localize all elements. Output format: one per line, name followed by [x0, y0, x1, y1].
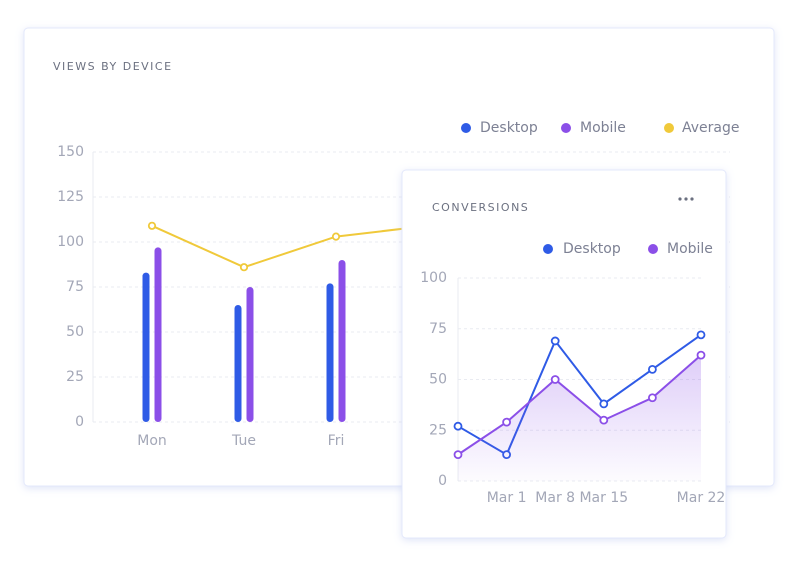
y-tick-label: 25 — [66, 369, 84, 385]
point — [696, 330, 706, 340]
legend-label: Desktop — [480, 120, 538, 136]
point — [599, 415, 609, 425]
y-tick-label: 75 — [429, 321, 447, 337]
line — [457, 354, 702, 456]
legend-dot — [461, 123, 471, 133]
point — [239, 263, 249, 272]
y-tick-label: 25 — [429, 422, 447, 438]
legend-dot — [664, 123, 674, 133]
area — [458, 355, 701, 481]
bar — [326, 283, 334, 422]
legend-label: Average — [682, 120, 740, 136]
panel-title: CONVERSIONS — [432, 201, 529, 214]
legend-dot — [543, 244, 553, 254]
x-tick-label: Tue — [231, 433, 256, 449]
x-tick-label: Mon — [137, 433, 167, 449]
bar — [154, 247, 162, 422]
line — [151, 224, 429, 269]
point — [331, 232, 341, 241]
x-tick-label: Mar 22 — [677, 490, 726, 506]
y-tick-label: 100 — [420, 270, 447, 286]
point — [696, 350, 706, 360]
y-tick-label: 150 — [57, 144, 84, 160]
point — [502, 417, 512, 427]
point — [453, 421, 463, 431]
bar — [234, 305, 242, 422]
menu-dot — [678, 197, 682, 201]
point — [648, 393, 657, 403]
legend-dot — [648, 244, 658, 254]
point — [550, 375, 560, 384]
x-tick-label: Mar 1 — [487, 490, 527, 506]
y-tick-label: 100 — [57, 234, 84, 250]
y-tick-label: 50 — [429, 372, 447, 388]
panel-title: VIEWS BY DEVICE — [53, 60, 173, 73]
legend-label: Desktop — [563, 241, 621, 257]
point — [550, 336, 560, 346]
legend-dot — [561, 123, 571, 133]
panel — [401, 169, 727, 539]
y-tick-label: 125 — [57, 189, 84, 205]
menu-dot — [690, 197, 694, 201]
point — [453, 450, 463, 460]
legend-label: Mobile — [667, 241, 713, 257]
bar — [338, 260, 346, 422]
y-tick-label: 0 — [75, 414, 84, 430]
y-tick-label: 50 — [66, 324, 84, 340]
y-tick-label: 0 — [438, 473, 447, 489]
x-tick-label: Mar 15 — [579, 490, 628, 506]
point — [648, 364, 657, 374]
point — [599, 399, 609, 409]
conversions-panel: CONVERSIONS 0 25 50 75 100 Mar 1 Mar 8 Mar 15 Mar… — [401, 169, 727, 539]
point — [147, 221, 157, 230]
bar — [142, 272, 150, 422]
bar — [246, 287, 254, 422]
y-tick-label: 75 — [66, 279, 84, 295]
legend-label: Mobile — [580, 120, 626, 136]
menu-dot — [684, 197, 688, 201]
x-tick-label: Mar 8 — [535, 490, 575, 506]
x-tick-label: Fri — [328, 433, 345, 449]
